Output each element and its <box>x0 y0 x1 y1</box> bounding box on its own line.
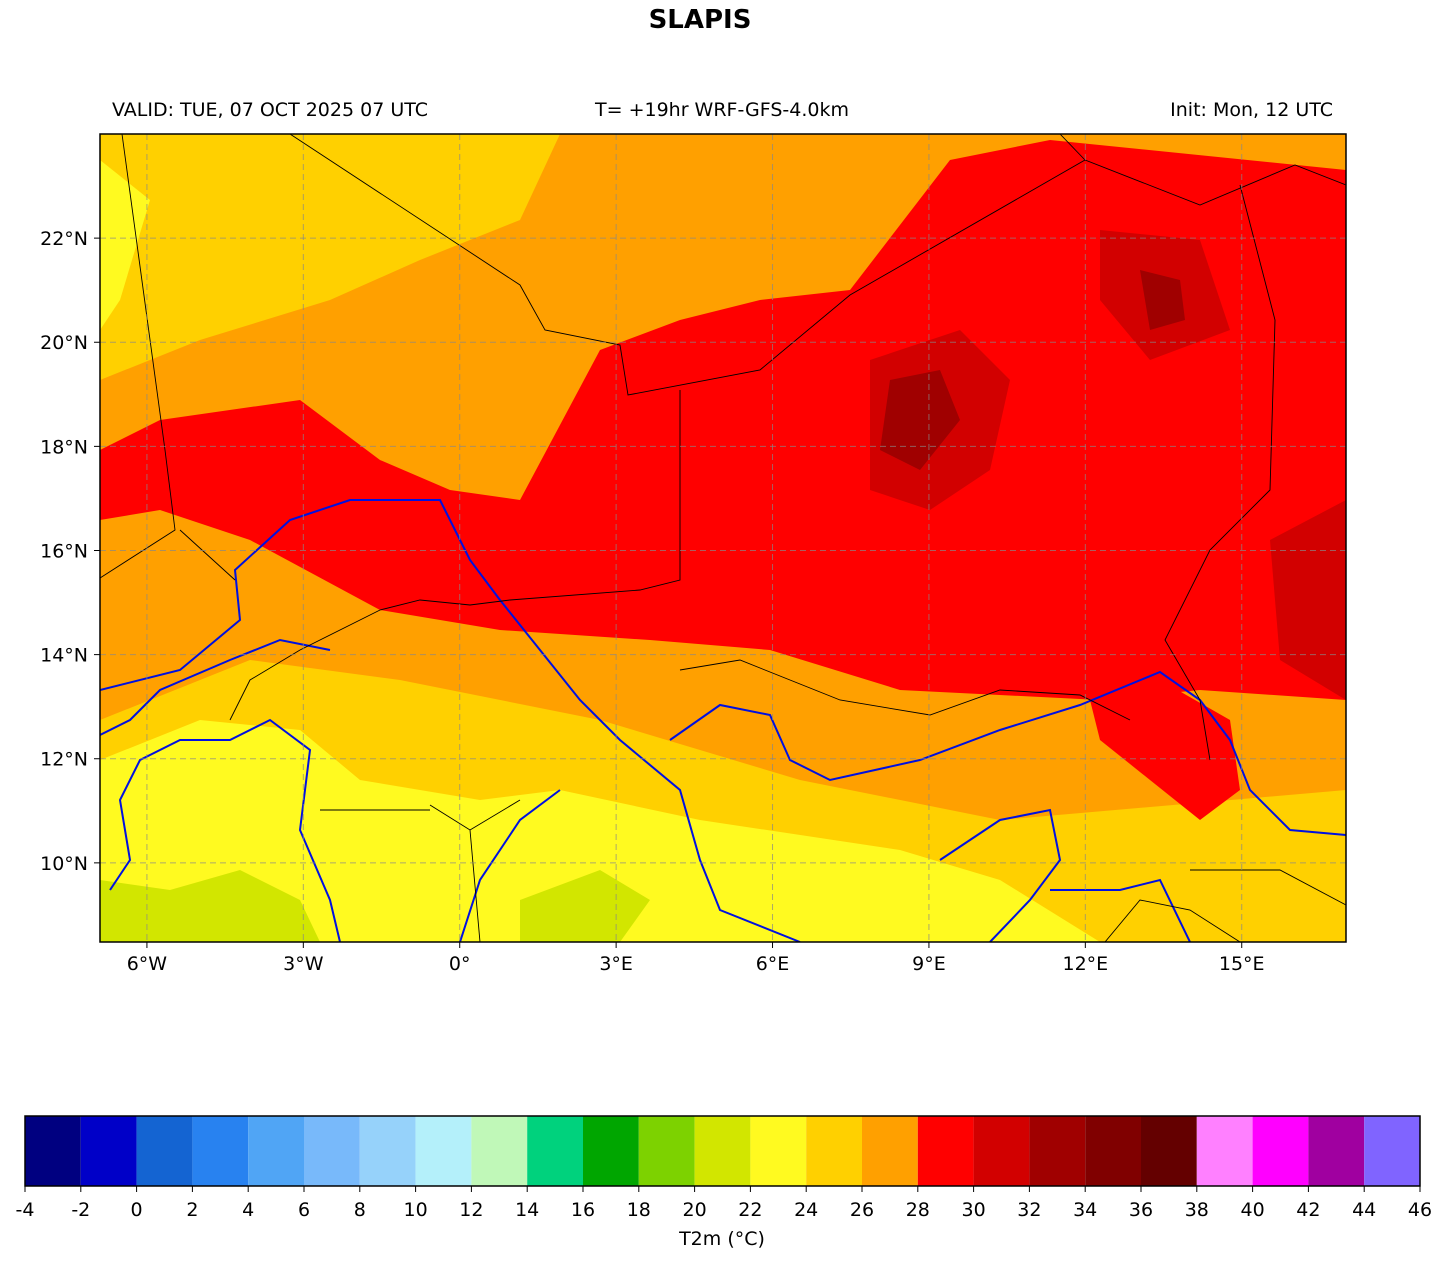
colorbar-tick-label: 28 <box>906 1199 930 1221</box>
y-tick-label: 18°N <box>40 436 88 458</box>
colorbar-bin <box>359 1116 416 1186</box>
x-tick-label: 6°E <box>756 953 790 975</box>
colorbar-bin <box>1029 1116 1086 1186</box>
colorbar-tick-label: 36 <box>1129 1199 1153 1221</box>
y-tick-label: 22°N <box>40 228 88 250</box>
run-info: T= +19hr WRF-GFS-4.0km <box>594 99 849 121</box>
gridlines <box>100 134 1346 942</box>
colorbar-tick-label: 8 <box>354 1199 366 1221</box>
colorbar-label: T2m (°C) <box>678 1228 765 1250</box>
colorbar-tick-label: 0 <box>131 1199 143 1221</box>
colorbar-bin <box>1252 1116 1309 1186</box>
colorbar-bin <box>1141 1116 1197 1186</box>
colorbar-tick-label: 30 <box>962 1199 986 1221</box>
colorbar-bin <box>248 1116 304 1186</box>
colorbar-tick-label: 22 <box>738 1199 762 1221</box>
colorbar-bin <box>1085 1116 1141 1186</box>
colorbar-tick-label: -2 <box>71 1199 90 1221</box>
colorbar-tick-label: 34 <box>1073 1199 1097 1221</box>
colorbar-tick-label: 46 <box>1408 1199 1432 1221</box>
colorbar-tick-label: 32 <box>1017 1199 1041 1221</box>
colorbar-tick-label: 4 <box>242 1199 254 1221</box>
colorbar-tick-label: 38 <box>1185 1199 1209 1221</box>
colorbar-bin <box>694 1116 751 1186</box>
colorbar-bin <box>806 1116 862 1186</box>
colorbar-frame <box>24 1115 1421 1187</box>
x-tick-label: 0° <box>449 953 471 975</box>
x-tick-label: 15°E <box>1219 953 1265 975</box>
rivers-borders <box>100 134 1346 942</box>
colorbar-bin <box>862 1116 918 1186</box>
colorbar-tick-label: 40 <box>1241 1199 1265 1221</box>
temperature-field <box>100 134 1346 942</box>
x-tick-label: 3°W <box>283 953 324 975</box>
colorbar-bin <box>136 1116 193 1186</box>
colorbar-tick-label: 24 <box>794 1199 818 1221</box>
title: SLAPIS <box>649 5 752 35</box>
colorbar-tick-label: 20 <box>683 1199 707 1221</box>
colorbar-tick-label: 42 <box>1296 1199 1320 1221</box>
y-tick-label: 14°N <box>40 645 88 667</box>
colorbar-bin <box>638 1116 695 1186</box>
x-tick-label: 9°E <box>912 953 946 975</box>
colorbar-tick-label: 6 <box>298 1199 310 1221</box>
colorbar-bin <box>583 1116 639 1186</box>
colorbar-tick-label: 10 <box>404 1199 428 1221</box>
colorbar <box>25 1116 1420 1186</box>
colorbar-bin <box>415 1116 472 1186</box>
colorbar-bin <box>973 1116 1030 1186</box>
y-tick-label: 10°N <box>40 853 88 875</box>
colorbar-bin <box>304 1116 360 1186</box>
colorbar-tick-label: -4 <box>16 1199 35 1221</box>
y-tick-label: 20°N <box>40 332 88 354</box>
colorbar-bin <box>1196 1116 1253 1186</box>
colorbar-bin <box>1364 1116 1420 1186</box>
x-tick-label: 6°W <box>127 953 168 975</box>
colorbar-bin <box>25 1116 81 1186</box>
colorbar-bin <box>917 1116 974 1186</box>
y-tick-label: 12°N <box>40 749 88 771</box>
valid-time: VALID: TUE, 07 OCT 2025 07 UTC <box>112 99 428 121</box>
colorbar-tick-label: 44 <box>1352 1199 1376 1221</box>
colorbar-bin <box>1308 1116 1365 1186</box>
x-tick-label: 12°E <box>1062 953 1108 975</box>
colorbar-bin <box>527 1116 583 1186</box>
init-time: Init: Mon, 12 UTC <box>1170 99 1333 121</box>
colorbar-tick-label: 16 <box>571 1199 595 1221</box>
colorbar-tick-label: 12 <box>459 1199 483 1221</box>
colorbar-bin <box>750 1116 807 1186</box>
colorbar-bin <box>192 1116 249 1186</box>
x-tick-label: 3°E <box>599 953 633 975</box>
colorbar-bin <box>471 1116 528 1186</box>
colorbar-tick-label: 26 <box>850 1199 874 1221</box>
y-tick-label: 16°N <box>40 540 88 562</box>
map-frame <box>99 133 1347 943</box>
colorbar-tick-label: 2 <box>186 1199 198 1221</box>
colorbar-tick-label: 14 <box>515 1199 539 1221</box>
colorbar-tick-label: 18 <box>627 1199 651 1221</box>
colorbar-bin <box>80 1116 137 1186</box>
